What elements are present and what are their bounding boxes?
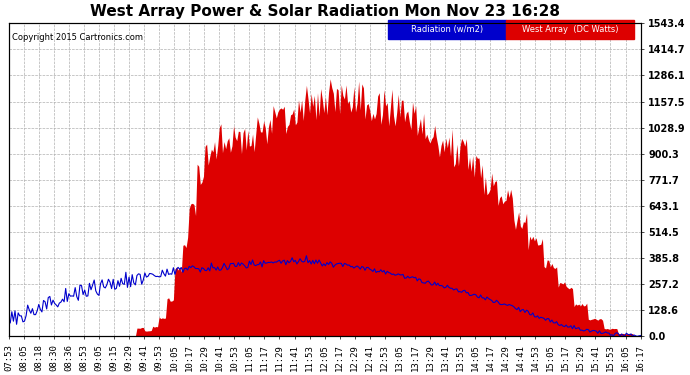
- Text: Copyright 2015 Cartronics.com: Copyright 2015 Cartronics.com: [12, 33, 143, 42]
- Title: West Array Power & Solar Radiation Mon Nov 23 16:28: West Array Power & Solar Radiation Mon N…: [90, 4, 560, 19]
